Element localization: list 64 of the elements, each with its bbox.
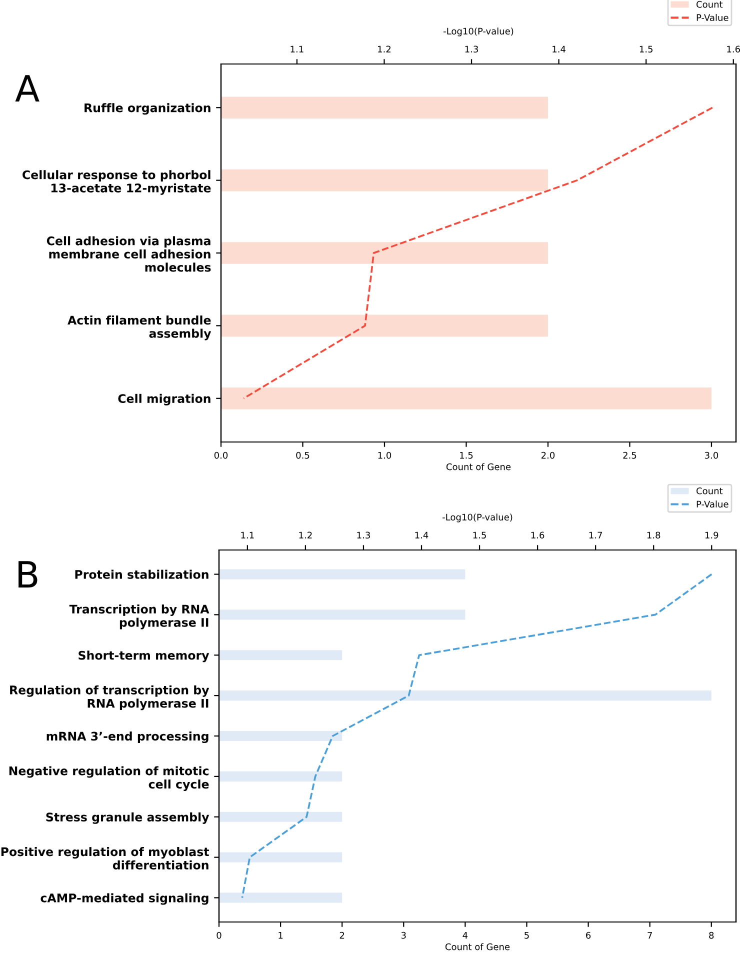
y-tick-label: Transcription by RNA polymerase II <box>69 604 210 630</box>
x2-tick-label: 1.6 <box>727 46 740 53</box>
bar <box>219 610 466 620</box>
y-tick-label: Actin filament bundle assembly <box>68 315 212 340</box>
x2-tick-label: 1.5 <box>640 46 652 53</box>
x-tick-label: 1 <box>278 932 283 939</box>
x-tick-label: 2.5 <box>623 452 636 459</box>
x2-axis-title: -Log10(P-value) <box>444 28 514 36</box>
y-tick-label: Positive regulation of myoblast differentiation <box>1 847 210 870</box>
bar <box>219 812 342 822</box>
x2-tick-label: 1.9 <box>705 532 718 539</box>
x-tick-label: 1.0 <box>378 452 392 459</box>
x2-tick-label: 1.3 <box>357 532 370 539</box>
x-tick-label: 6 <box>586 932 591 939</box>
text: B <box>18 561 38 588</box>
x-tick-label: 0.0 <box>214 452 228 459</box>
bar <box>219 730 342 742</box>
bar <box>219 852 342 862</box>
legend-label: P-Value <box>696 14 728 22</box>
y-tick-label: Cellular response to phorbol 13-acetate 12-myristate <box>22 170 211 195</box>
bar <box>219 771 342 782</box>
x2-tick-label: 1.4 <box>552 46 566 52</box>
x-tick-label: 2 <box>340 932 344 939</box>
y-tick-label: Regulation of transcription by RNA polymerase II <box>10 685 210 710</box>
x-tick-label: 0 <box>216 932 222 939</box>
y-tick-label: Cell adhesion via plasma membrane cell adhesion molecules <box>46 236 211 272</box>
legend-label: P-Value <box>696 500 728 508</box>
x-tick-label: 2.0 <box>541 452 555 459</box>
x-tick-label: 0.5 <box>296 452 310 459</box>
x2-tick-label: 1.2 <box>378 46 391 52</box>
x-tick-label: 8 <box>709 932 714 939</box>
x2-tick-label: 1.6 <box>531 532 544 539</box>
x-tick-label: 1.5 <box>460 452 473 459</box>
y-tick-label: Protein stabilization <box>75 570 208 579</box>
x-tick-label: 5 <box>524 932 529 939</box>
x2-tick-label: 1.8 <box>647 532 660 539</box>
x-tick-label: 7 <box>648 932 652 939</box>
legend-label: Count <box>696 0 723 8</box>
x2-tick-label: 1.1 <box>290 46 304 52</box>
y-tick-label: mRNA 3’-end processing <box>46 732 208 744</box>
y-tick-label: cAMP-mediated signaling <box>40 893 208 905</box>
x-axis-title: Count of Gene <box>446 463 511 470</box>
bar <box>219 892 342 903</box>
x-tick-label: 3.0 <box>704 452 718 459</box>
x2-tick-label: 1.3 <box>465 46 478 53</box>
x-tick-label: 4 <box>462 932 468 939</box>
x2-tick-label: 1.5 <box>473 532 486 539</box>
y-tick-label: Cell migration <box>118 394 210 406</box>
y-tick-label: Ruffle organization <box>84 103 210 115</box>
bar <box>219 690 712 701</box>
x2-tick-label: 1.1 <box>241 532 254 538</box>
bar <box>219 650 342 660</box>
y-tick-label: Short-term memory <box>78 650 210 662</box>
y-tick-label: Stress granule assembly <box>46 812 210 824</box>
x2-axis-title: -Log10(P-value) <box>442 514 512 522</box>
y-tick-label: Negative regulation of mitotic cell cycle <box>9 766 209 792</box>
bar <box>219 569 466 580</box>
x-tick-label: 3 <box>401 932 406 939</box>
x-axis-title: Count of Gene <box>445 943 510 950</box>
text: A <box>15 75 40 102</box>
x2-tick-label: 1.7 <box>589 532 602 538</box>
x2-tick-label: 1.4 <box>415 532 428 538</box>
x2-tick-label: 1.2 <box>299 532 312 538</box>
legend-label: Count <box>696 487 723 494</box>
